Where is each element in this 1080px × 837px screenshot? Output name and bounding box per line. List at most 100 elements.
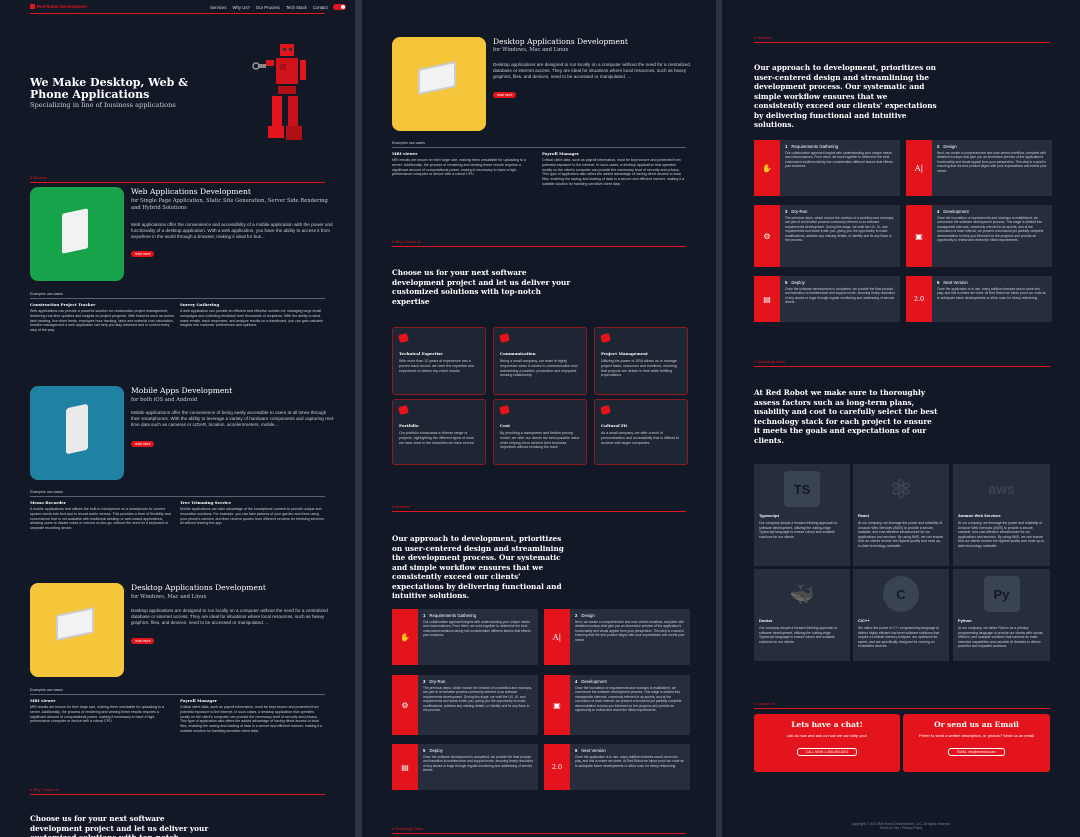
workflow-step-5: ▤ 5 Deploy Once the software development is… xyxy=(392,744,538,790)
service-desc-mobile: Mobile applications offer the convenienc… xyxy=(131,410,335,428)
nav-services[interactable]: Services xyxy=(210,4,227,10)
read-more-button-desktop[interactable]: read more xyxy=(131,638,155,644)
step-title: 4 Development xyxy=(937,209,1047,214)
why-card-portfolio: Portfolio Our portfolio showcases a diver… xyxy=(392,399,486,465)
why-card-cultural: Cultural Fit As a small company, we offer… xyxy=(594,399,688,465)
step-number: 2 xyxy=(937,144,940,149)
card-desc: Being a small company, our team is highl… xyxy=(500,359,578,378)
design-icon: A| xyxy=(544,609,570,665)
tech-title: Docker xyxy=(759,618,773,623)
read-more-button-desktop[interactable]: read more xyxy=(493,92,517,98)
workflow-step-3: ⚙ 3 Dry-Run The previous steps, which invol… xyxy=(754,205,900,267)
step-number: 1 xyxy=(785,144,788,149)
card-desc: Our portfolio showcases a diverse range … xyxy=(399,431,474,445)
service-desc-desktop: Desktop applications are designed to run… xyxy=(131,608,328,626)
email-cta-card: Or send us an Email Prefer to send a wri… xyxy=(903,714,1050,772)
workflow-step-5: ▤ 5 Deploy Once the software development is… xyxy=(754,276,900,322)
call-now-button[interactable]: CALL NOW 1-408-060-6202 xyxy=(796,748,858,757)
workflow-step-6: 2.0 6 Next Version Once the application is … xyxy=(906,276,1052,322)
example-title: Construction Project Tracker xyxy=(30,302,96,307)
examples-label-desktop: Examples use cases xyxy=(392,141,425,145)
workflow-step-1: ✋ 1 Requirements Gathering Our collaborativ… xyxy=(754,140,900,196)
example-title: MRI viewer xyxy=(392,151,418,156)
typescript-icon: TS xyxy=(784,471,820,507)
phone-illustration xyxy=(66,403,88,455)
laptop-illustration xyxy=(56,606,94,642)
section-label-workflow: # Workflow xyxy=(392,505,410,509)
email-title: Or send us an Email xyxy=(934,720,1019,729)
development-icon: ▣ xyxy=(544,675,570,735)
service-sub-mobile: for both iOS and Android xyxy=(131,397,198,403)
workflow-step-4: ▣ 4 Development Once the foundation of requ… xyxy=(906,205,1052,267)
card-title: Portfolio xyxy=(399,423,419,428)
read-more-button-mobile[interactable]: read more xyxy=(131,441,155,447)
step-title: 5 Deploy xyxy=(785,280,895,285)
nav-tech-stack[interactable]: Tech Stack xyxy=(285,4,307,10)
why-card-communication: Communication Being a small company, our … xyxy=(493,327,587,395)
version-icon: 2.0 xyxy=(906,276,932,322)
step-name: Requirements Gathering xyxy=(791,144,839,149)
nav-why-us[interactable]: Why Us? xyxy=(232,4,250,10)
step-title: 6 Next Version xyxy=(937,280,1047,285)
nav-process[interactable]: Our Process xyxy=(255,4,280,10)
step-desc: Once the application is in use, many add… xyxy=(937,287,1046,300)
desktop-app-thumbnail xyxy=(30,583,124,677)
card-title: Cost xyxy=(500,423,510,428)
step-title: 4 Development xyxy=(575,679,685,684)
service-sub-desktop: for Windows, Mac and Linux xyxy=(131,594,207,600)
example-desc: Mobile applications can take advantage o… xyxy=(180,507,325,526)
footer-links[interactable]: Terms of Use | Privacy Policy xyxy=(879,826,923,830)
example-title: Payroll Manager xyxy=(180,698,217,703)
example-desc: Critical client data, such as payroll in… xyxy=(542,158,685,186)
step-number: 2 xyxy=(575,613,578,618)
workflow-step-6: 2.0 6 Next Version Once the application is … xyxy=(544,744,690,790)
step-desc: Next, we create a comprehensive and user… xyxy=(937,151,1047,173)
step-name: Next Version xyxy=(581,748,606,753)
card-title: Cultural Fit xyxy=(601,423,628,428)
robot-logo-icon xyxy=(30,4,35,9)
why-heading: Choose us for your next software develop… xyxy=(392,268,571,306)
examples-label-mobile: Examples use cases xyxy=(30,490,63,494)
example-title: Payroll Manager xyxy=(542,151,579,156)
service-title-desktop: Desktop Applications Development xyxy=(493,37,628,46)
step-number: 4 xyxy=(937,209,940,214)
nav-contact[interactable]: Contact xyxy=(312,4,328,10)
document-illustration xyxy=(62,208,88,254)
example-desc: MRI results are known for their large si… xyxy=(392,158,527,177)
step-title: 1 Requirements Gathering xyxy=(423,613,533,618)
project-management-icon xyxy=(600,332,611,344)
step-number: 3 xyxy=(423,679,426,684)
card-title: Project Management xyxy=(601,351,648,356)
service-sub-desktop: for Windows, Mac and Linux xyxy=(493,47,569,53)
example-desc: Web applications can provide a powerful … xyxy=(30,309,175,333)
section-label-why: # Why Choose Us xyxy=(392,240,421,244)
mobile-app-thumbnail xyxy=(30,386,124,480)
step-desc: The previous steps, which involve the cr… xyxy=(423,686,533,713)
examples-label-desktop: Examples use cases xyxy=(30,688,63,692)
card-desc: Utilizing the power of JIRA allows us to… xyxy=(601,359,677,378)
copyright: Copyright © 2023 Red Robot Development, … xyxy=(851,822,951,826)
read-more-button-web[interactable]: read more xyxy=(131,251,155,257)
dry-run-icon: ⚙ xyxy=(392,675,418,735)
email-button[interactable]: EMAIL info@redrobot.dev xyxy=(948,748,1005,757)
hero-subtitle: Specializing in line of business applica… xyxy=(30,101,176,109)
step-title: 3 Dry-Run xyxy=(785,209,895,214)
examples-label-web: Examples use cases xyxy=(30,292,63,296)
why-rule xyxy=(30,794,325,795)
page-column-3: # Workflow Our approach to development, … xyxy=(722,0,1080,837)
logo[interactable]: Red Robot Development xyxy=(30,4,87,9)
header: Red Robot Development Services Why Us? O… xyxy=(0,0,355,16)
cost-icon xyxy=(499,404,510,416)
why-heading: Choose us for your next software develop… xyxy=(30,814,209,837)
development-icon: ▣ xyxy=(906,205,932,267)
dry-run-icon: ⚙ xyxy=(754,205,780,267)
laptop-illustration xyxy=(418,60,456,96)
step-title: 2 Design xyxy=(937,144,1047,149)
step-desc: Once the software development is complet… xyxy=(785,287,895,305)
step-name: Dry-Run xyxy=(429,679,446,684)
tech-title: C/C++ xyxy=(858,618,870,623)
example-title: MRI viewer xyxy=(30,698,56,703)
step-name: Requirements Gathering xyxy=(429,613,477,618)
example-desc: Critical client data, such as payroll in… xyxy=(180,705,323,733)
theme-toggle[interactable] xyxy=(332,4,346,10)
